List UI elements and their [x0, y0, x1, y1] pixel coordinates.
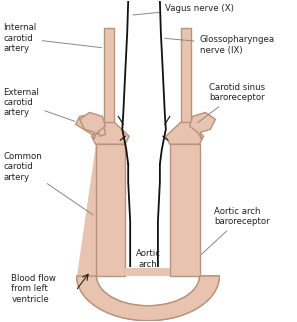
Text: Aortic
arch: Aortic arch: [135, 250, 160, 269]
Polygon shape: [76, 114, 99, 134]
Polygon shape: [91, 122, 129, 144]
Polygon shape: [77, 276, 219, 321]
Polygon shape: [166, 122, 203, 144]
Polygon shape: [189, 112, 215, 139]
Text: Internal
carotid
artery: Internal carotid artery: [3, 23, 102, 53]
Text: Blood flow
from left
ventricle: Blood flow from left ventricle: [11, 274, 56, 304]
Polygon shape: [181, 28, 191, 122]
Polygon shape: [125, 268, 170, 276]
Polygon shape: [96, 144, 125, 276]
Polygon shape: [170, 144, 200, 276]
Text: Carotid sinus
baroreceptor: Carotid sinus baroreceptor: [198, 83, 266, 123]
Text: Aortic arch
baroreceptor: Aortic arch baroreceptor: [202, 207, 270, 254]
Polygon shape: [105, 28, 114, 122]
Text: Glossopharyngea
nerve (IX): Glossopharyngea nerve (IX): [165, 35, 275, 55]
Text: Common
carotid
artery: Common carotid artery: [3, 152, 93, 215]
Polygon shape: [80, 112, 105, 139]
Text: Vagus nerve (X): Vagus nerve (X): [133, 4, 234, 15]
Polygon shape: [77, 276, 219, 321]
Polygon shape: [91, 118, 105, 136]
Polygon shape: [77, 144, 96, 276]
Text: External
carotid
artery: External carotid artery: [3, 88, 75, 121]
